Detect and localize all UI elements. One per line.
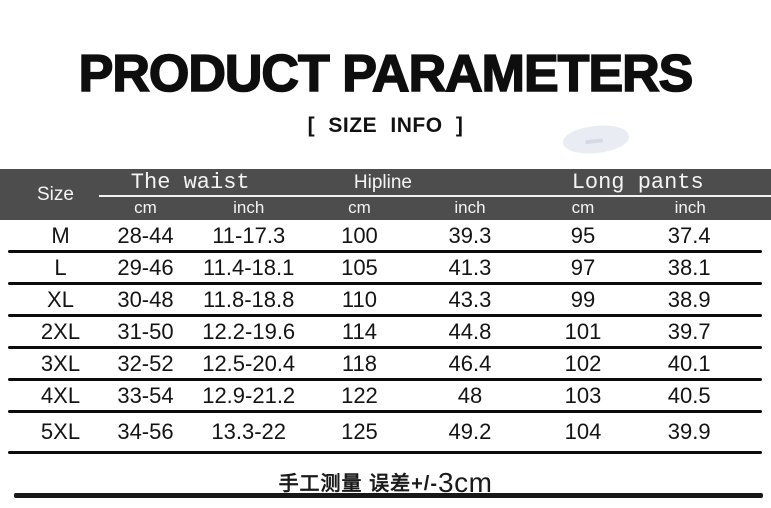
measurement-note-value: 3cm bbox=[438, 467, 493, 498]
size-cell: 5XL bbox=[40, 419, 81, 444]
waist-cm-cell: 30-48 bbox=[117, 286, 174, 312]
waist-inch-cell: 12.2-19.6 bbox=[202, 318, 296, 344]
table-row-3xl: 3XL 32-52 12.5-20.4 118 46.4 102 40.1 bbox=[0, 349, 771, 378]
size-info-subtitle: [ SIZE INFO ] bbox=[307, 114, 464, 137]
waist-cm-header: cm bbox=[134, 198, 157, 217]
row-divider bbox=[8, 451, 762, 454]
hipline-cm-cell: 114 bbox=[341, 318, 377, 344]
waist-inch-header: inch bbox=[233, 198, 265, 217]
waist-cm-cell: 32-52 bbox=[117, 350, 174, 376]
hipline-inch-cell: 48 bbox=[457, 382, 483, 408]
hipline-cm-cell: 125 bbox=[341, 419, 378, 444]
pants-cm-cell: 103 bbox=[564, 382, 602, 408]
row-divider bbox=[8, 378, 762, 381]
hipline-inch-cell: 46.4 bbox=[448, 350, 492, 376]
size-cell: 4XL bbox=[40, 382, 81, 408]
long-pants-group-label: Long pants bbox=[571, 170, 704, 195]
hipline-cm-cell: 100 bbox=[341, 222, 378, 248]
waist-inch-cell: 13.3-22 bbox=[211, 419, 286, 444]
row-divider bbox=[8, 250, 762, 253]
pants-inch-cell: 38.9 bbox=[667, 286, 711, 312]
size-column-header: Size bbox=[37, 183, 74, 205]
waist-cm-cell: 33-54 bbox=[117, 382, 174, 408]
waist-group-label: The waist bbox=[130, 170, 250, 195]
pants-cm-cell: 99 bbox=[570, 286, 596, 312]
table-row-5xl: 5XL 34-56 13.3-22 125 49.2 104 39.9 bbox=[0, 413, 771, 451]
pants-cm-cell: 97 bbox=[570, 254, 596, 280]
row-divider bbox=[8, 314, 762, 317]
long-pants-group-header: Long pants bbox=[526, 170, 771, 197]
pants-inch-cell: 39.7 bbox=[667, 318, 711, 344]
hipline-cm-header: cm bbox=[348, 198, 371, 217]
row-divider bbox=[8, 410, 762, 413]
hipline-inch-header: inch bbox=[454, 198, 486, 217]
table-row-xl: XL 30-48 11.8-18.8 110 43.3 99 38.9 bbox=[0, 285, 771, 314]
hipline-inch-cell: 43.3 bbox=[448, 286, 492, 312]
artifact-smudge-mark bbox=[585, 138, 604, 145]
waist-cm-cell: 34-56 bbox=[117, 419, 174, 444]
waist-cm-cell: 31-50 bbox=[117, 318, 174, 344]
pants-inch-cell: 38.1 bbox=[667, 254, 711, 280]
hipline-inch-cell: 44.8 bbox=[448, 318, 492, 344]
waist-inch-cell: 11.4-18.1 bbox=[203, 254, 295, 280]
measurement-note-text: 手工测量 误差+/- bbox=[278, 473, 439, 495]
hipline-cm-cell: 105 bbox=[341, 254, 378, 280]
waist-inch-cell: 12.5-20.4 bbox=[202, 350, 296, 376]
page-title: PRODUCT PARAMETERS bbox=[78, 44, 694, 104]
pants-cm-cell: 101 bbox=[564, 318, 602, 344]
hipline-group-header: Hipline bbox=[305, 170, 527, 197]
size-cell: M bbox=[51, 222, 70, 248]
hipline-inch-cell: 39.3 bbox=[448, 222, 492, 248]
row-divider bbox=[8, 282, 762, 285]
waist-inch-cell: 11-17.3 bbox=[212, 222, 286, 248]
waist-cm-cell: 29-46 bbox=[117, 254, 174, 280]
pants-cm-header: cm bbox=[571, 198, 595, 217]
size-cell: 3XL bbox=[40, 350, 81, 376]
waist-inch-cell: 12.9-21.2 bbox=[202, 382, 296, 408]
pants-inch-cell: 40.5 bbox=[667, 382, 711, 408]
pants-cm-cell: 102 bbox=[564, 350, 602, 376]
bottom-rule bbox=[14, 493, 763, 498]
size-table-body: M 28-44 11-17.3 100 39.3 95 37.4 L 29-46… bbox=[0, 221, 771, 454]
hipline-inch-cell: 41.3 bbox=[448, 254, 492, 280]
table-row-2xl: 2XL 31-50 12.2-19.6 114 44.8 101 39.7 bbox=[0, 317, 771, 346]
table-row-m: M 28-44 11-17.3 100 39.3 95 37.4 bbox=[0, 221, 771, 250]
hipline-cm-cell: 110 bbox=[341, 286, 377, 312]
row-divider bbox=[8, 346, 762, 349]
size-cell: 2XL bbox=[40, 318, 81, 344]
hipline-cm-cell: 118 bbox=[341, 350, 377, 376]
waist-inch-cell: 11.8-18.8 bbox=[203, 286, 295, 312]
hipline-inch-cell: 49.2 bbox=[448, 419, 492, 444]
table-header: Size The waist Hipline Long pants cm inc… bbox=[0, 169, 771, 220]
size-cell: XL bbox=[47, 286, 74, 312]
pants-cm-cell: 104 bbox=[564, 419, 602, 444]
size-cell: L bbox=[54, 254, 67, 280]
table-row-4xl: 4XL 33-54 12.9-21.2 122 48 103 40.5 bbox=[0, 381, 771, 410]
hipline-cm-cell: 122 bbox=[341, 382, 378, 408]
table-row-l: L 29-46 11.4-18.1 105 41.3 97 38.1 bbox=[0, 253, 771, 282]
pants-inch-header: inch bbox=[674, 198, 706, 217]
pants-cm-cell: 95 bbox=[570, 222, 596, 248]
pants-inch-cell: 37.4 bbox=[667, 222, 711, 248]
pants-inch-cell: 39.9 bbox=[667, 419, 711, 444]
hipline-group-label: Hipline bbox=[353, 171, 412, 193]
measurement-note: 手工测量 误差+/-3cm bbox=[0, 467, 771, 499]
waist-cm-cell: 28-44 bbox=[117, 222, 174, 248]
pants-inch-cell: 40.1 bbox=[667, 350, 711, 376]
waist-group-header: The waist bbox=[98, 170, 306, 197]
